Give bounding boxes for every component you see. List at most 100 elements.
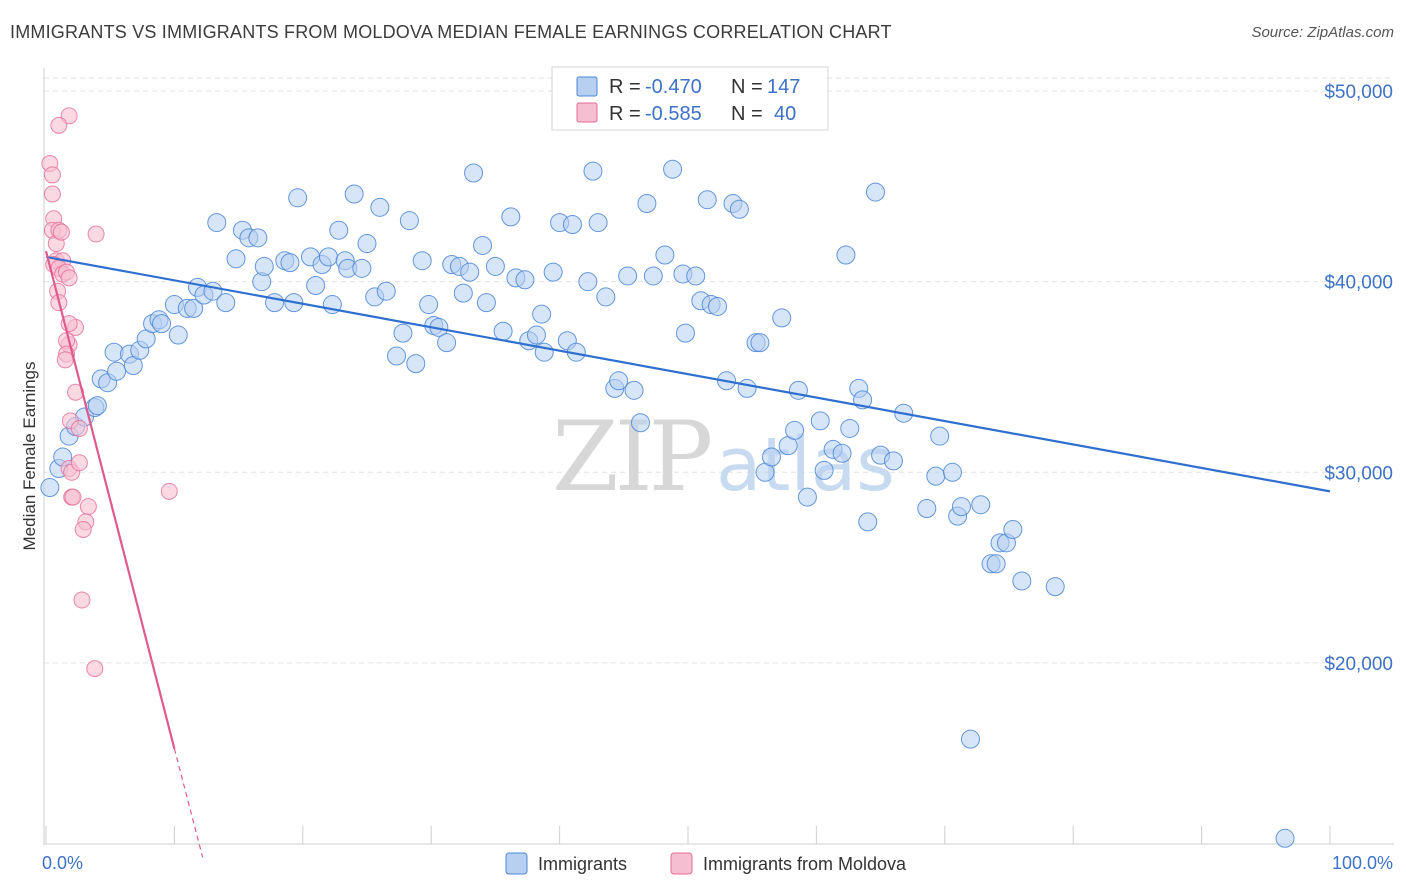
data-point-immigrants bbox=[352, 258, 372, 278]
data-point-immigrants bbox=[464, 163, 484, 183]
data-point-immigrants bbox=[370, 197, 390, 217]
data-point-moldova bbox=[73, 591, 91, 609]
legend-swatch-immigrants bbox=[576, 76, 598, 97]
data-point-immigrants bbox=[1275, 828, 1295, 848]
axes bbox=[43, 68, 1394, 845]
data-point-moldova bbox=[56, 351, 74, 369]
y-tick-label: $20,000 bbox=[1324, 654, 1393, 675]
data-point-immigrants bbox=[917, 499, 937, 519]
data-point-immigrants bbox=[836, 245, 856, 265]
y-axis-label: Median Female Earnings bbox=[20, 362, 39, 551]
data-point-immigrants bbox=[1012, 571, 1032, 591]
legend: R = -0.470 N = 147 R = -0.585 N = 40 bbox=[551, 66, 829, 131]
data-point-immigrants bbox=[926, 466, 946, 486]
legend-n-label-2: N = bbox=[731, 103, 763, 125]
data-point-immigrants bbox=[87, 396, 107, 416]
data-point-immigrants bbox=[797, 487, 817, 507]
data-point-immigrants bbox=[265, 293, 285, 313]
data-point-immigrants bbox=[532, 304, 552, 324]
data-point-immigrants bbox=[609, 371, 629, 391]
data-point-immigrants bbox=[618, 266, 638, 286]
x-tick-label-max: 100.0% bbox=[1332, 853, 1393, 873]
series-moldova bbox=[41, 107, 178, 678]
bottom-legend-swatch-moldova bbox=[670, 852, 693, 875]
legend-r-label-2: R = bbox=[609, 103, 641, 125]
trend-line-moldova-extension bbox=[173, 748, 204, 858]
data-point-immigrants bbox=[412, 251, 432, 271]
data-point-immigrants bbox=[393, 323, 413, 343]
legend-r-value-2: -0.585 bbox=[645, 103, 702, 125]
data-point-immigrants bbox=[578, 272, 598, 292]
source-label: Source: ZipAtlas.com bbox=[1251, 24, 1394, 41]
bottom-legend-moldova: Immigrants from Moldova bbox=[703, 854, 907, 874]
data-point-immigrants bbox=[152, 314, 172, 334]
data-point-immigrants bbox=[473, 235, 493, 255]
data-point-immigrants bbox=[832, 443, 852, 463]
data-point-immigrants bbox=[476, 293, 496, 313]
data-point-immigrants bbox=[960, 729, 980, 749]
data-point-moldova bbox=[52, 223, 70, 241]
data-point-immigrants bbox=[184, 298, 204, 318]
data-point-immigrants bbox=[785, 420, 805, 440]
data-point-immigrants bbox=[493, 321, 513, 341]
data-point-immigrants bbox=[226, 249, 246, 269]
data-point-moldova bbox=[79, 498, 97, 516]
bottom-legend-immigrants: Immigrants bbox=[538, 854, 627, 874]
data-point-immigrants bbox=[329, 220, 349, 240]
y-tick-label: $40,000 bbox=[1324, 273, 1393, 294]
data-point-immigrants bbox=[306, 275, 326, 295]
data-point-immigrants bbox=[865, 182, 885, 202]
data-point-immigrants bbox=[883, 451, 903, 471]
data-point-immigrants bbox=[655, 245, 675, 265]
data-point-moldova bbox=[50, 116, 68, 134]
trend-line-immigrants bbox=[45, 255, 1331, 493]
data-point-moldova bbox=[70, 419, 88, 437]
data-point-immigrants bbox=[526, 325, 546, 345]
trend-lines bbox=[44, 250, 1331, 858]
data-point-immigrants bbox=[814, 460, 834, 480]
data-point-immigrants bbox=[485, 256, 505, 276]
x-tick-label-min: 0.0% bbox=[42, 853, 83, 873]
data-point-immigrants bbox=[419, 295, 439, 315]
data-point-moldova bbox=[86, 660, 104, 678]
data-point-moldova bbox=[60, 269, 78, 287]
data-point-immigrants bbox=[515, 270, 535, 290]
watermark-zip: ZIP bbox=[552, 401, 711, 513]
data-point-immigrants bbox=[583, 161, 603, 181]
bottom-legend-swatch-immigrants bbox=[505, 852, 528, 875]
data-point-immigrants bbox=[1045, 577, 1065, 597]
data-point-immigrants bbox=[637, 194, 657, 214]
data-point-moldova bbox=[64, 488, 82, 506]
data-point-immigrants bbox=[460, 262, 480, 282]
data-point-immigrants bbox=[810, 411, 830, 431]
data-point-immigrants bbox=[588, 213, 608, 233]
data-point-immigrants bbox=[357, 234, 377, 254]
data-point-immigrants bbox=[387, 346, 407, 366]
legend-swatch-moldova bbox=[576, 102, 598, 123]
data-point-immigrants bbox=[697, 190, 717, 210]
y-tick-label: $50,000 bbox=[1324, 82, 1393, 103]
data-point-immigrants bbox=[318, 247, 338, 267]
data-point-immigrants bbox=[437, 333, 457, 353]
data-point-moldova bbox=[87, 225, 105, 243]
data-point-moldova bbox=[43, 185, 61, 203]
data-point-immigrants bbox=[254, 256, 274, 276]
data-point-immigrants bbox=[663, 159, 683, 179]
data-point-moldova bbox=[43, 166, 61, 184]
data-point-immigrants bbox=[596, 287, 616, 307]
y-tick-label: $30,000 bbox=[1324, 463, 1393, 484]
data-point-immigrants bbox=[453, 283, 473, 303]
data-point-immigrants bbox=[675, 323, 695, 343]
trend-line-moldova bbox=[44, 250, 176, 749]
data-point-immigrants bbox=[40, 478, 60, 498]
data-point-immigrants bbox=[750, 333, 770, 353]
data-point-immigrants bbox=[630, 413, 650, 433]
data-point-immigrants bbox=[543, 262, 563, 282]
data-point-moldova bbox=[74, 520, 92, 538]
legend-r-value-1: -0.470 bbox=[645, 76, 702, 98]
data-point-immigrants bbox=[737, 378, 757, 398]
data-point-immigrants bbox=[971, 495, 991, 515]
data-point-immigrants bbox=[930, 426, 950, 446]
bottom-legend: Immigrants Immigrants from Moldova bbox=[505, 852, 907, 875]
data-point-immigrants bbox=[772, 308, 792, 328]
